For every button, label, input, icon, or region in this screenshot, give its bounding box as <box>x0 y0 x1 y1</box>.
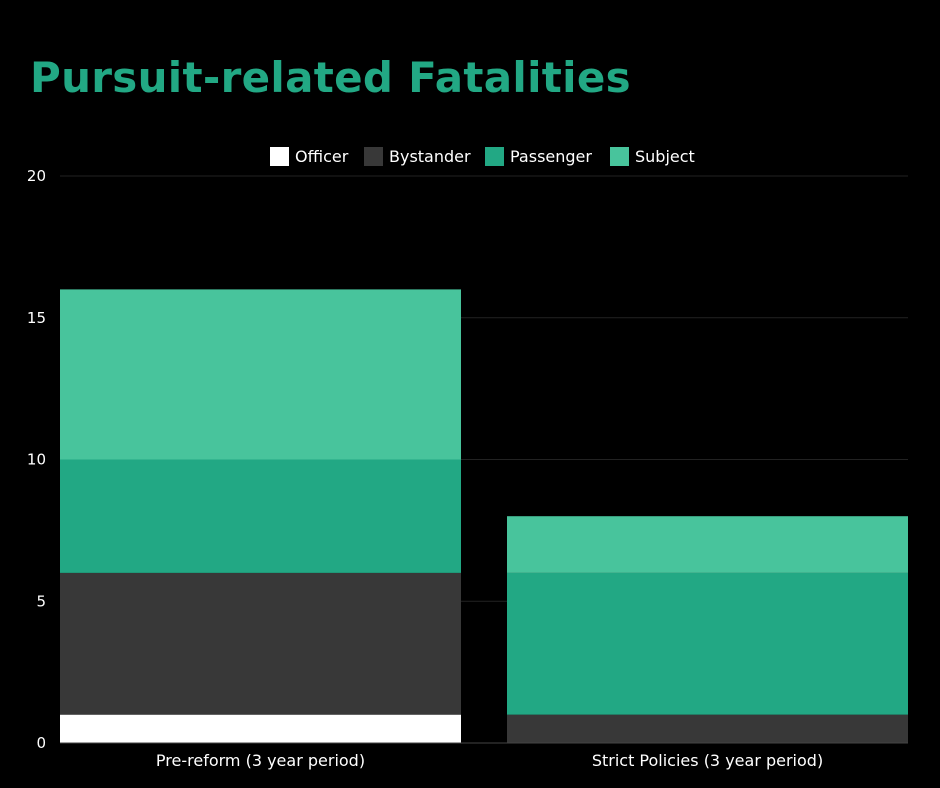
bar-segment-bystander-0 <box>60 572 461 715</box>
x-tick-label-1: Strict Policies (3 year period) <box>592 751 823 770</box>
legend: Officer Bystander Passenger Subject <box>270 147 695 166</box>
chart-title: Pursuit-related Fatalities <box>30 53 631 102</box>
legend-swatch-passenger <box>485 147 504 166</box>
legend-swatch-subject <box>610 147 629 166</box>
legend-label-passenger: Passenger <box>510 147 592 166</box>
bar-segment-subject-1 <box>507 516 908 573</box>
y-tick-label-0: 0 <box>36 734 46 752</box>
bar-segment-officer-0 <box>60 714 461 743</box>
y-tick-label-20: 20 <box>27 167 46 185</box>
axes: 0 5 10 15 20 Pre-reform (3 year period) Strict… <box>27 167 908 770</box>
y-tick-label-10: 10 <box>27 451 46 469</box>
legend-label-bystander: Bystander <box>389 147 471 166</box>
bar-segment-passenger-1 <box>507 572 908 715</box>
legend-swatch-bystander <box>364 147 383 166</box>
y-tick-label-15: 15 <box>27 309 46 327</box>
legend-swatch-officer <box>270 147 289 166</box>
bar-segment-passenger-0 <box>60 459 461 573</box>
bar-segment-subject-0 <box>60 289 461 460</box>
bar-segment-bystander-1 <box>507 714 908 743</box>
x-tick-label-0: Pre-reform (3 year period) <box>156 751 365 770</box>
legend-label-officer: Officer <box>295 147 349 166</box>
legend-label-subject: Subject <box>635 147 695 166</box>
bars <box>60 289 908 743</box>
y-tick-label-5: 5 <box>36 592 46 610</box>
